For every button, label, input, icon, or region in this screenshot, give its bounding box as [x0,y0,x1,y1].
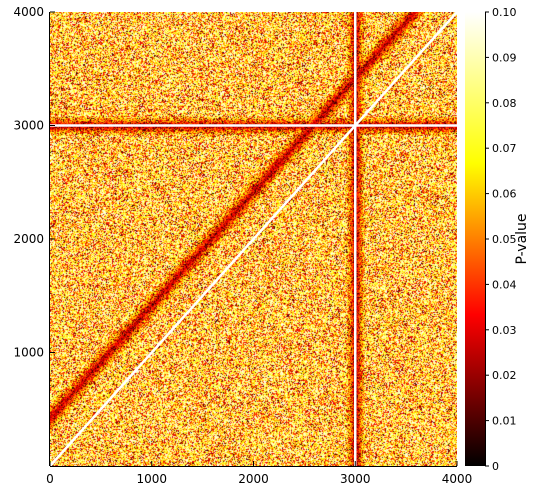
x-tick-label: 4000 [442,472,473,486]
colorbar-tick-label: 0.09 [492,51,517,64]
x-tick-label: 1000 [136,472,167,486]
colorbar-label: P-value [514,213,530,264]
x-tick-label: 2000 [238,472,269,486]
diagonal-line [49,11,458,467]
colorbar-tick-label: 0.08 [492,97,517,110]
colorbar: 0 0.01 0.02 0.03 0.04 0.05 0.06 0.07 0.08 0.09 0.1… [465,6,530,473]
heatmap-overlays [49,11,458,467]
colorbar-tick-label: 0.06 [492,188,517,201]
x-tick-label: 0 [46,472,54,486]
colorbar-tick-label: 0.03 [492,324,517,337]
colorbar-tick-label: 0.02 [492,369,517,382]
colorbar-gradient [465,12,485,466]
x-tick-label: 3000 [340,472,371,486]
axes: 0 1000 2000 3000 4000 1000 2000 3000 4000 [13,5,472,486]
y-tick-label: 4000 [13,5,44,19]
colorbar-tick-label: 0.05 [492,233,517,246]
colorbar-tick-label: 0.04 [492,278,517,291]
y-tick-label: 1000 [13,346,44,360]
y-tick-label: 2000 [13,232,44,246]
colorbar-tick-label: 0.01 [492,415,517,428]
colorbar-tick-label: 0 [492,460,499,473]
colorbar-tick-label: 0.07 [492,142,517,155]
y-tick-label: 3000 [13,119,44,133]
colorbar-tick-label: 0.10 [492,6,517,19]
